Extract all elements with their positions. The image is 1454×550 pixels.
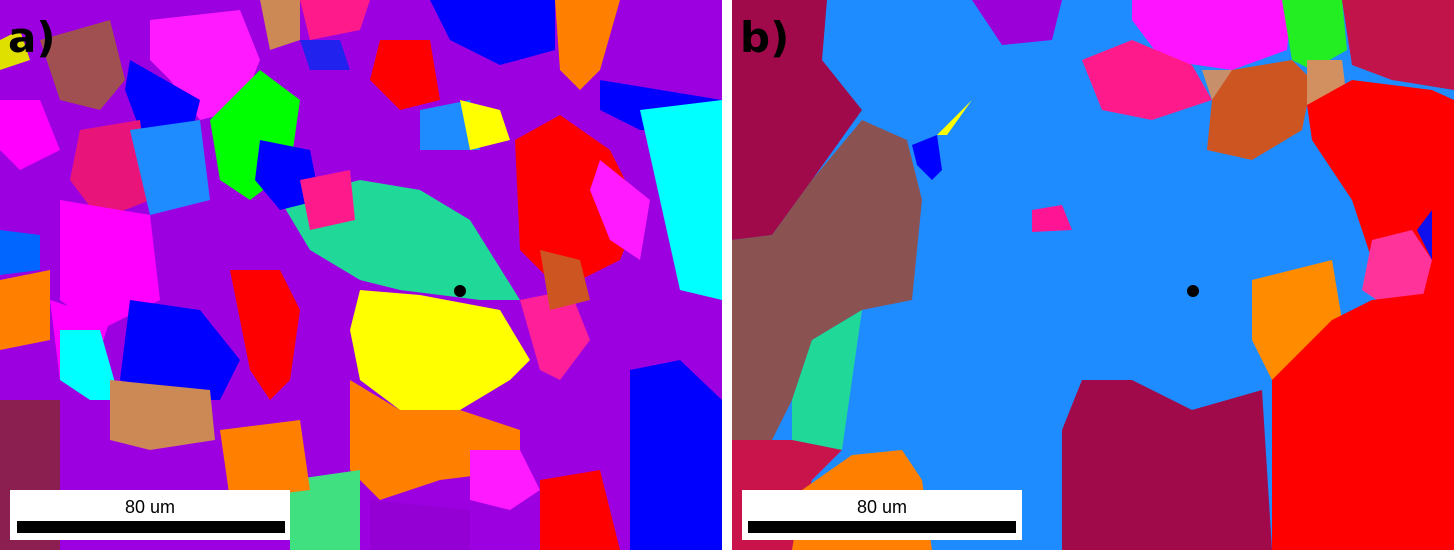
- grain: [515, 115, 640, 290]
- grain: [1062, 380, 1272, 550]
- grain: [0, 270, 50, 350]
- grain: [1082, 40, 1212, 120]
- grain: [125, 60, 200, 140]
- grain: [590, 160, 650, 260]
- grain: [60, 200, 160, 330]
- scale-bar-label: 80 um: [857, 497, 907, 517]
- grain: [350, 290, 530, 410]
- grain: [370, 40, 440, 110]
- grain: [470, 450, 540, 510]
- grain: [540, 470, 620, 550]
- grain: [130, 120, 210, 215]
- scale-bar-label: 80 um: [125, 497, 175, 517]
- panel-label: b): [740, 13, 789, 62]
- grain: [60, 330, 120, 400]
- scale-bar: [748, 521, 1016, 533]
- grain: [460, 100, 510, 150]
- scale-bar: [17, 521, 285, 533]
- grain: [1187, 285, 1199, 297]
- panel-label: a): [8, 13, 56, 62]
- grain: [120, 300, 240, 400]
- grain: [1417, 210, 1432, 260]
- grain: [1272, 290, 1454, 550]
- grain-map-a: [0, 0, 722, 550]
- grain: [220, 420, 310, 500]
- grain: [300, 40, 350, 70]
- grain: [912, 135, 942, 180]
- grain: [454, 285, 466, 297]
- grain: [640, 100, 722, 300]
- grain: [520, 290, 590, 380]
- grain: [150, 10, 260, 120]
- grain: [1282, 0, 1347, 70]
- grain: [300, 170, 355, 230]
- grain: [40, 20, 125, 110]
- grain: [1132, 0, 1292, 70]
- grain: [230, 270, 300, 400]
- grain: [1362, 230, 1432, 310]
- grain: [0, 30, 30, 70]
- grain: [630, 360, 722, 550]
- grain: [732, 0, 862, 240]
- grain: [300, 0, 370, 40]
- grain: [732, 120, 922, 440]
- grain: [937, 100, 972, 135]
- grain: [1342, 0, 1454, 90]
- grain-map-b: [732, 0, 1454, 550]
- grain: [972, 0, 1062, 45]
- grain: [260, 0, 300, 50]
- grain: [1032, 205, 1072, 232]
- grain: [70, 120, 150, 220]
- grain: [0, 230, 40, 275]
- grain: [110, 380, 215, 450]
- grain: [370, 500, 470, 550]
- grain: [792, 310, 862, 450]
- grain: [0, 100, 60, 170]
- grain: [430, 0, 555, 65]
- grain: [1207, 60, 1312, 160]
- grain: [555, 0, 620, 90]
- grain: [540, 250, 590, 310]
